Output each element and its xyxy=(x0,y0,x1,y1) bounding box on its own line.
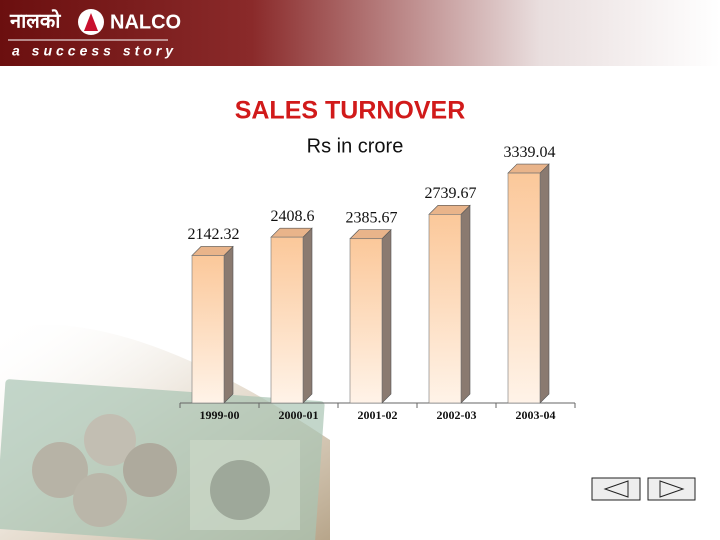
bar xyxy=(270,236,304,404)
logo-mark-inner xyxy=(84,13,98,31)
bar xyxy=(349,238,383,404)
bar xyxy=(428,214,462,404)
bar-side xyxy=(302,227,313,404)
x-tick-label: 1999-00 xyxy=(200,408,240,422)
chart-subtitle: Rs in crore xyxy=(307,135,404,157)
logo-text: नालको xyxy=(9,8,61,32)
bar xyxy=(191,255,225,404)
bar-side xyxy=(223,245,234,404)
bar-side xyxy=(460,204,471,404)
x-tick-label: 2003-04 xyxy=(516,408,556,422)
money-decoration xyxy=(0,324,330,540)
value-label: 2739.67 xyxy=(425,185,477,202)
brand: NALCO xyxy=(110,11,181,33)
nav xyxy=(591,477,696,501)
value-label: 2142.32 xyxy=(188,226,240,243)
value-label: 3339.04 xyxy=(504,144,556,161)
bar-side xyxy=(539,163,550,404)
prev-button[interactable] xyxy=(591,477,641,501)
x-tick-label: 2000-01 xyxy=(279,408,319,422)
value-label: 2408.6 xyxy=(271,208,315,225)
header-band xyxy=(0,0,720,66)
prev-icon xyxy=(603,480,629,498)
bar-side xyxy=(381,229,392,404)
x-tick-label: 2001-02 xyxy=(358,408,398,422)
bar xyxy=(507,172,541,404)
next-icon xyxy=(659,480,685,498)
x-tick-label: 2002-03 xyxy=(437,408,477,422)
value-label: 2385.67 xyxy=(346,209,398,226)
tagline: a success story xyxy=(12,43,177,59)
next-button[interactable] xyxy=(647,477,696,501)
chart-title: SALES TURNOVER xyxy=(235,97,466,125)
